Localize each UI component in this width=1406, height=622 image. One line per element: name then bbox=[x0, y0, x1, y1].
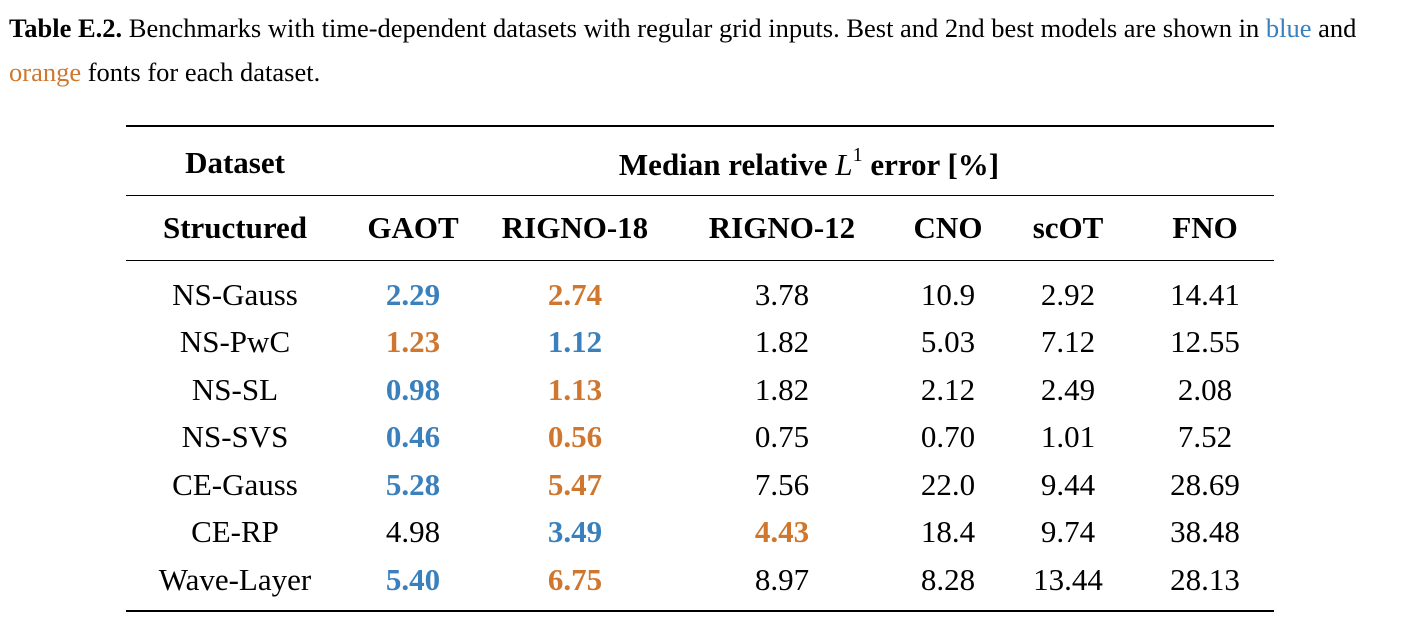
table-cell: 2.29 bbox=[385, 276, 441, 312]
table-row: CE-RP 4.98 3.49 4.43 18.4 9.74 38.48 bbox=[126, 509, 1274, 557]
table-cell: 3.49 bbox=[547, 514, 603, 550]
header-metric-prefix: Median relative bbox=[618, 146, 836, 182]
row-dataset-name: NS-SVS bbox=[181, 419, 289, 455]
table-cell: 13.44 bbox=[1000, 556, 1136, 612]
caption-text-1: Benchmarks with time-dependent datasets … bbox=[122, 13, 1266, 43]
table-cell: 7.52 bbox=[1177, 419, 1233, 455]
row-dataset-name: NS-SL bbox=[191, 371, 279, 407]
table-cell: 2.92 bbox=[1040, 276, 1096, 312]
table-row: NS-SL 0.98 1.13 1.82 2.12 2.49 2.08 bbox=[126, 366, 1274, 414]
table-cell: 22.0 bbox=[920, 466, 976, 502]
table-cell: 5.47 bbox=[547, 466, 603, 502]
table-cell: 8.97 bbox=[668, 556, 896, 612]
row-dataset-name: CE-RP bbox=[191, 514, 279, 550]
column-header: GAOT bbox=[344, 195, 482, 261]
table-cell: 1.23 bbox=[385, 324, 441, 360]
table-row: NS-PwC 1.23 1.12 1.82 5.03 7.12 12.55 bbox=[126, 319, 1274, 367]
table-cell: 4.98 bbox=[385, 514, 441, 550]
table-cell: 28.69 bbox=[1170, 466, 1240, 502]
header-metric-symbol: L1 bbox=[835, 143, 863, 182]
header-metric: Median relative L1 error [%] bbox=[344, 125, 1275, 196]
table-cell: 0.46 bbox=[385, 419, 441, 455]
table-cell: 5.40 bbox=[344, 556, 482, 612]
table-cell: 0.70 bbox=[920, 419, 976, 455]
table-cell: 5.03 bbox=[920, 324, 976, 360]
table-cell: 7.12 bbox=[1040, 324, 1096, 360]
column-header: FNO bbox=[1136, 195, 1275, 261]
table-cell: 1.82 bbox=[754, 371, 810, 407]
table-cell: 9.74 bbox=[1040, 514, 1096, 550]
table-body: NS-Gauss 2.29 2.74 3.78 10.9 2.92 14.41 … bbox=[126, 261, 1275, 612]
table-cell: 2.08 bbox=[1177, 371, 1233, 407]
table-cell: 1.13 bbox=[547, 371, 603, 407]
row-dataset-name: Wave-Layer bbox=[126, 556, 344, 612]
table-cell: 5.28 bbox=[385, 466, 441, 502]
table-cell: 1.01 bbox=[1040, 419, 1096, 455]
table-row: NS-SVS 0.46 0.56 0.75 0.70 1.01 7.52 bbox=[126, 414, 1274, 462]
table-cell: 2.49 bbox=[1040, 371, 1096, 407]
table-cell: 7.56 bbox=[754, 466, 810, 502]
caption-text-3: fonts for each dataset. bbox=[81, 57, 321, 87]
header-row-columns: Structured GAOT RIGNO-18 RIGNO-12 CNO sc… bbox=[126, 195, 1275, 261]
header-dataset: Dataset bbox=[126, 125, 344, 196]
table-cell: 6.75 bbox=[482, 556, 668, 612]
table-cell: 0.75 bbox=[754, 419, 810, 455]
table-cell: 2.74 bbox=[547, 276, 603, 312]
metric-symbol-letter: L bbox=[835, 146, 853, 182]
table-cell: 14.41 bbox=[1170, 276, 1240, 312]
row-dataset-name: NS-Gauss bbox=[172, 276, 298, 312]
column-header: CNO bbox=[896, 195, 1000, 261]
caption-orange-word: orange bbox=[9, 57, 82, 87]
column-header: RIGNO-12 bbox=[668, 195, 896, 261]
table-cell: 18.4 bbox=[920, 514, 976, 550]
row-dataset-name: CE-Gauss bbox=[172, 466, 298, 502]
table-caption: Table E.2. Benchmarks with time-dependen… bbox=[9, 6, 1401, 94]
table-cell: 3.78 bbox=[754, 276, 810, 312]
metric-symbol-superscript: 1 bbox=[852, 143, 863, 166]
column-header: RIGNO-18 bbox=[482, 195, 668, 261]
table-cell: 1.82 bbox=[754, 324, 810, 360]
caption-blue-word: blue bbox=[1265, 13, 1312, 43]
table-cell: 1.12 bbox=[547, 324, 603, 360]
table-row: Wave-Layer 5.40 6.75 8.97 8.28 13.44 28.… bbox=[126, 556, 1275, 612]
header-row-top: Dataset Median relative L1 error [%] bbox=[126, 125, 1275, 196]
table-cell: 0.98 bbox=[385, 371, 441, 407]
header-metric-suffix: error [%] bbox=[862, 146, 1000, 182]
table-cell: 9.44 bbox=[1040, 466, 1096, 502]
table-cell: 10.9 bbox=[920, 276, 976, 312]
row-dataset-name: NS-PwC bbox=[179, 324, 291, 360]
table-cell: 38.48 bbox=[1170, 514, 1240, 550]
table-row: CE-Gauss 5.28 5.47 7.56 22.0 9.44 28.69 bbox=[126, 461, 1274, 509]
table-cell: 28.13 bbox=[1136, 556, 1275, 612]
caption-text-2: and bbox=[1311, 13, 1357, 43]
column-header: scOT bbox=[1000, 195, 1136, 261]
column-header: Structured bbox=[126, 195, 344, 261]
caption-label: Table E.2. bbox=[9, 13, 123, 43]
table-row: NS-Gauss 2.29 2.74 3.78 10.9 2.92 14.41 bbox=[126, 261, 1274, 319]
table-cell: 4.43 bbox=[754, 514, 810, 550]
table-cell: 2.12 bbox=[920, 371, 976, 407]
benchmark-table-container: Dataset Median relative L1 error [%] Str… bbox=[126, 125, 1275, 612]
table-cell: 12.55 bbox=[1170, 324, 1240, 360]
benchmark-table: Dataset Median relative L1 error [%] Str… bbox=[126, 125, 1275, 612]
table-cell: 0.56 bbox=[547, 419, 603, 455]
table-cell: 8.28 bbox=[896, 556, 1000, 612]
